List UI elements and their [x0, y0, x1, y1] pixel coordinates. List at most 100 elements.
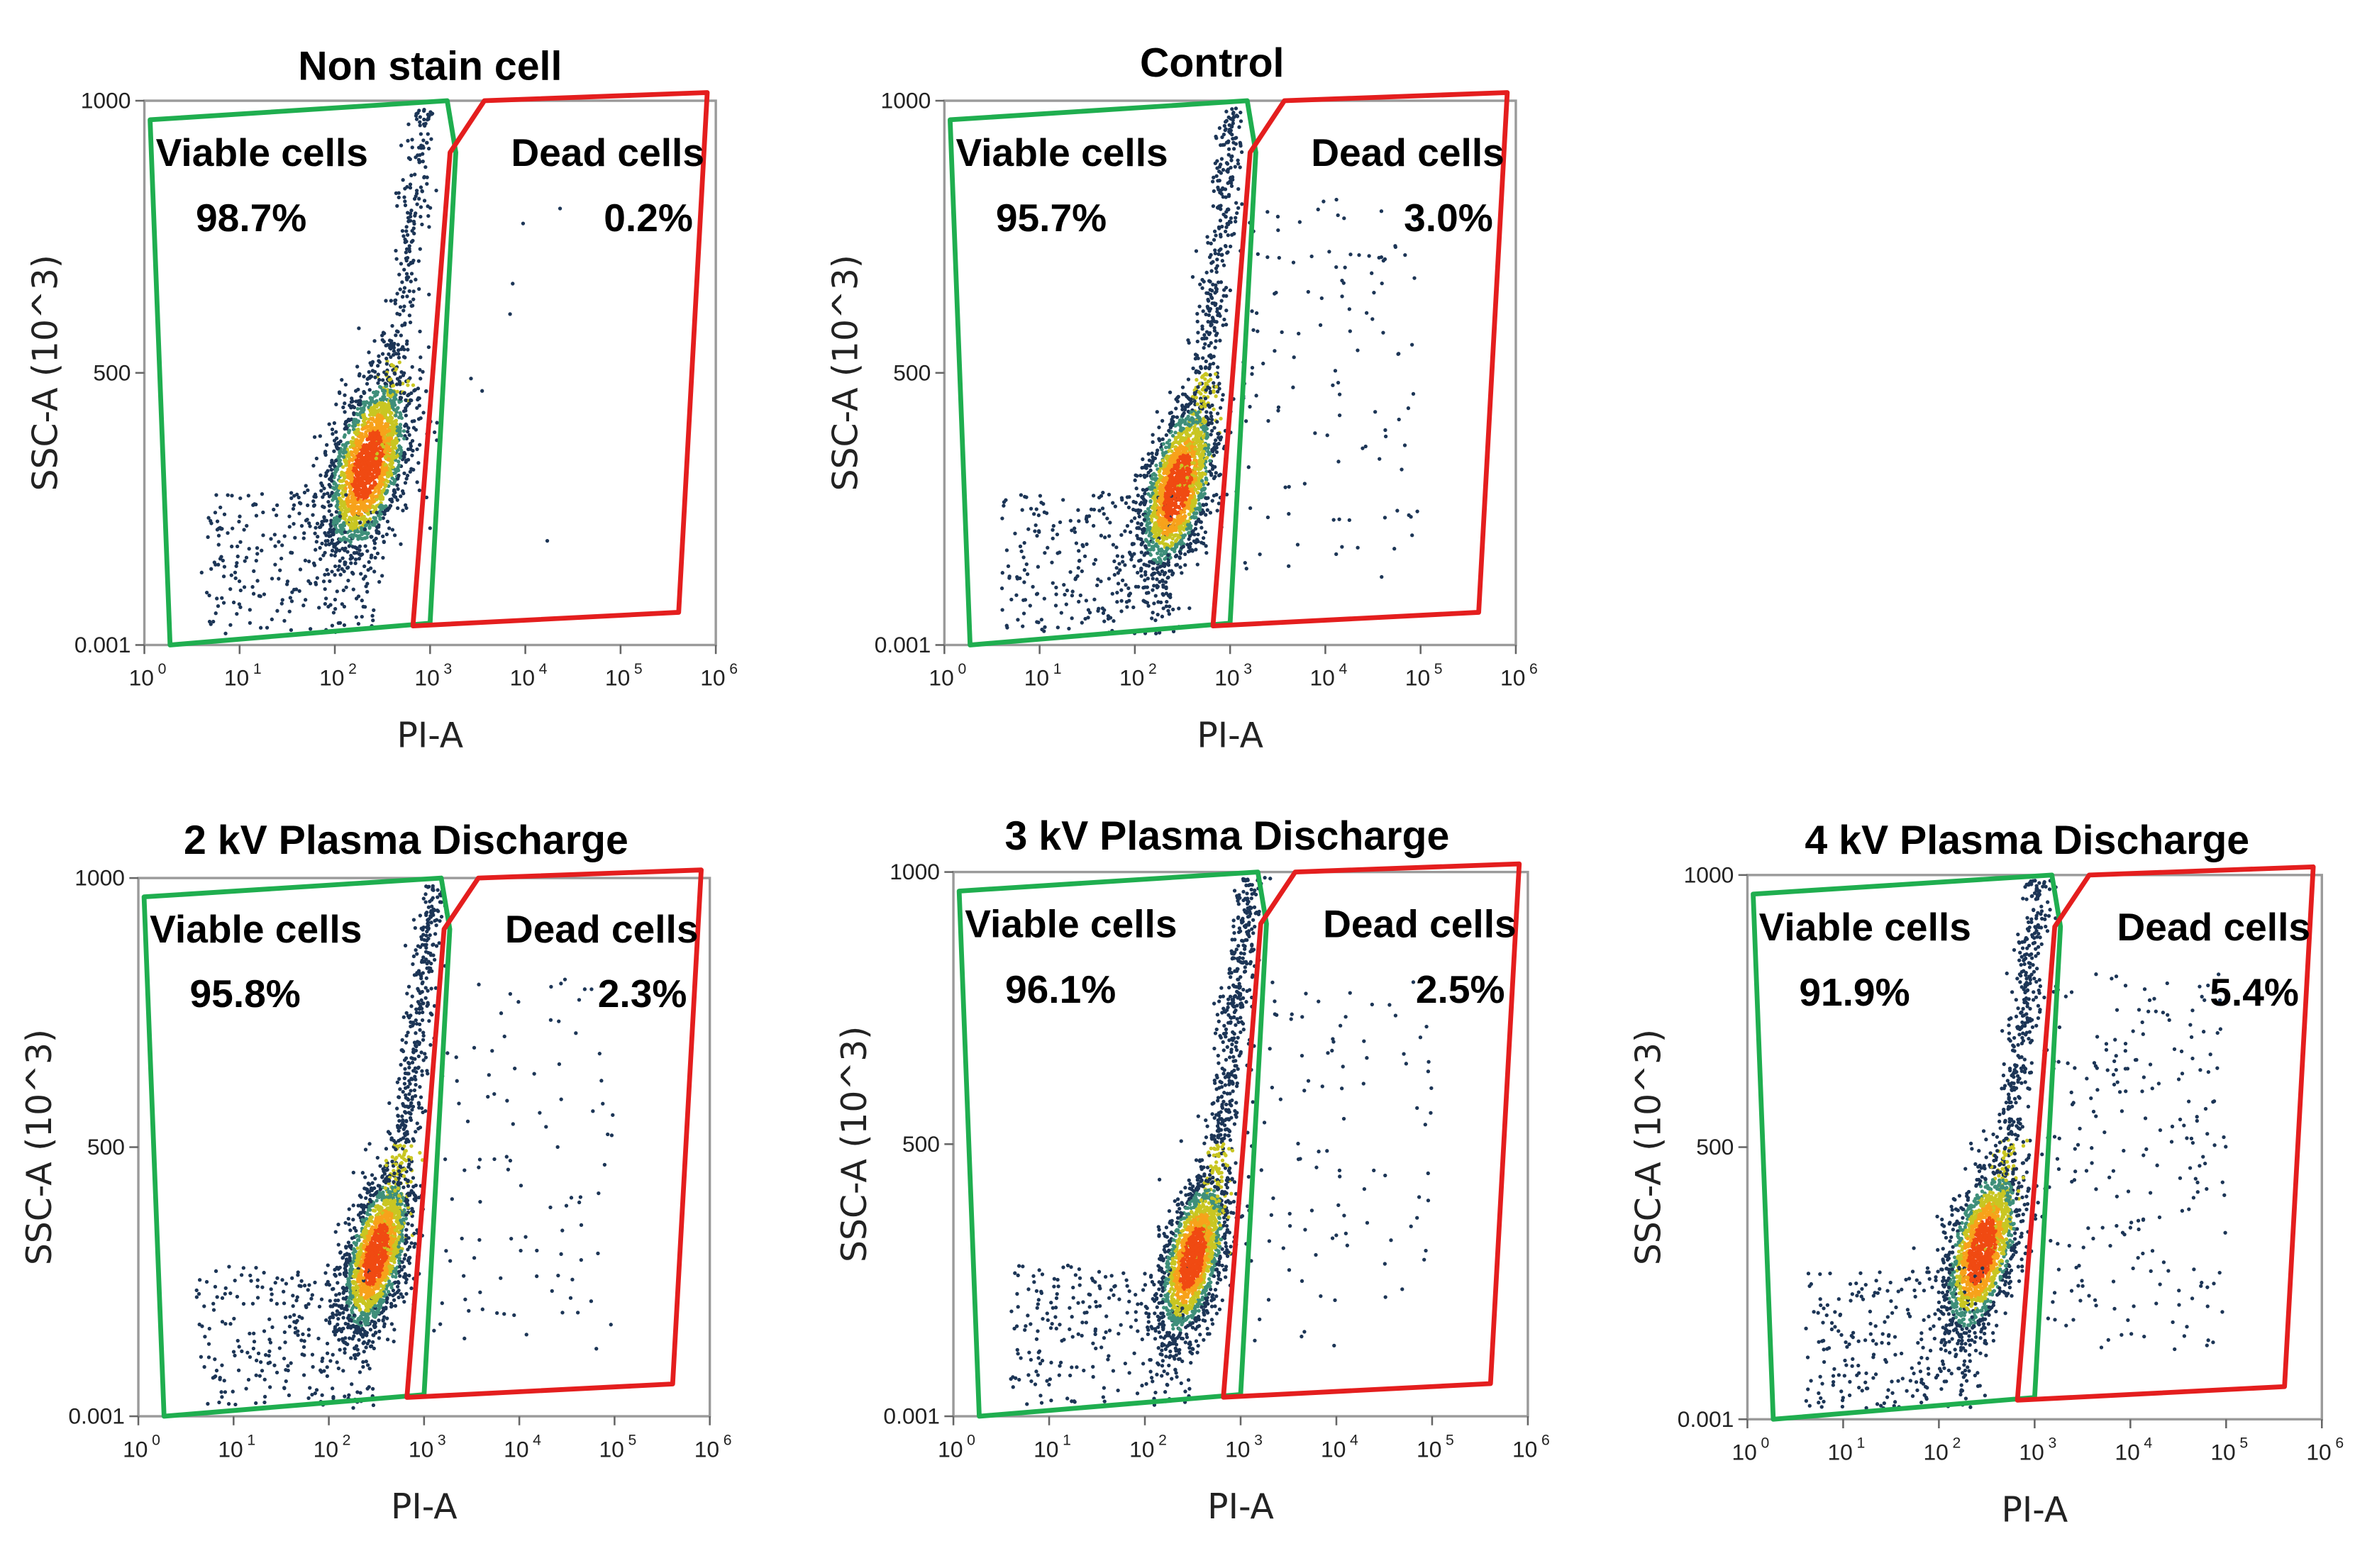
- data-point: [1039, 500, 1043, 505]
- data-point: [1177, 606, 1181, 611]
- data-point: [1185, 403, 1189, 407]
- data-point: [1183, 563, 1187, 567]
- data-point: [326, 530, 331, 535]
- x-tick-label: 10: [1309, 665, 1334, 691]
- data-point: [399, 433, 404, 438]
- data-point: [1187, 340, 1191, 345]
- data-point: [346, 496, 350, 501]
- data-point: [1148, 486, 1153, 491]
- data-point: [199, 570, 204, 574]
- data-point: [1197, 501, 1202, 506]
- data-point: [1153, 473, 1158, 477]
- data-point: [1077, 599, 1081, 604]
- data-point: [1180, 404, 1185, 408]
- data-point: [330, 427, 335, 432]
- data-point: [1166, 553, 1170, 557]
- data-point: [1190, 488, 1195, 492]
- data-point: [1243, 561, 1247, 565]
- data-point: [1202, 336, 1207, 341]
- data-point: [347, 544, 351, 548]
- data-point: [372, 538, 377, 543]
- data-point: [1327, 250, 1331, 254]
- data-point: [255, 546, 260, 550]
- data-point: [368, 396, 373, 400]
- data-point: [394, 352, 399, 356]
- data-point: [1211, 362, 1216, 366]
- data-point: [382, 540, 386, 545]
- data-point: [334, 541, 339, 546]
- data-point: [328, 477, 333, 482]
- data-point: [333, 606, 338, 611]
- data-point: [355, 447, 360, 452]
- data-point: [330, 623, 335, 628]
- data-point: [1099, 533, 1104, 538]
- data-point: [1197, 471, 1201, 475]
- data-point: [1182, 528, 1186, 532]
- data-point: [1280, 330, 1284, 335]
- data-point: [359, 553, 363, 557]
- data-point: [248, 621, 253, 625]
- data-point: [361, 406, 366, 411]
- data-point: [334, 402, 338, 406]
- data-point: [418, 329, 422, 334]
- data-point: [1348, 252, 1353, 257]
- data-point: [204, 590, 209, 595]
- data-point: [403, 503, 408, 507]
- data-point: [480, 389, 484, 393]
- data-point: [1209, 433, 1213, 437]
- data-point: [345, 453, 350, 457]
- data-point: [409, 208, 414, 213]
- data-point: [1221, 288, 1226, 292]
- data-point: [1162, 519, 1166, 524]
- data-point: [273, 562, 277, 567]
- data-point: [392, 371, 397, 375]
- data-point: [1154, 463, 1158, 467]
- data-point: [304, 598, 308, 602]
- data-point: [399, 452, 403, 456]
- data-point: [1137, 514, 1141, 519]
- data-point: [1218, 218, 1223, 223]
- data-point: [1224, 323, 1229, 327]
- data-point: [316, 535, 320, 539]
- data-point: [397, 444, 401, 448]
- data-point: [372, 400, 377, 404]
- data-point: [246, 494, 250, 498]
- data-point: [1196, 532, 1200, 537]
- data-point: [356, 511, 360, 516]
- data-point: [375, 551, 380, 556]
- data-point: [1411, 391, 1416, 396]
- data-point: [367, 350, 371, 355]
- data-point: [331, 531, 336, 535]
- data-point: [1146, 470, 1151, 475]
- data-point: [1364, 311, 1369, 315]
- data-point: [1161, 593, 1165, 597]
- data-point: [370, 494, 375, 498]
- data-point: [299, 523, 304, 528]
- data-point: [346, 578, 350, 583]
- data-point: [511, 282, 515, 286]
- data-point: [1171, 477, 1175, 481]
- data-point: [365, 535, 369, 540]
- data-point: [1196, 414, 1200, 418]
- data-point: [368, 402, 372, 406]
- data-point: [399, 396, 404, 400]
- data-point: [390, 323, 394, 328]
- data-point: [327, 504, 332, 508]
- data-point: [341, 455, 346, 460]
- data-point: [269, 537, 273, 541]
- data-point: [209, 521, 214, 526]
- data-point: [367, 505, 372, 510]
- data-point: [1215, 257, 1219, 262]
- data-point: [1036, 620, 1041, 625]
- x-axis-label: PI-A: [397, 716, 463, 756]
- data-point: [379, 504, 383, 508]
- data-point: [362, 496, 366, 500]
- data-point: [1231, 111, 1236, 115]
- data-point: [285, 579, 290, 584]
- data-point: [372, 437, 377, 442]
- data-point: [323, 572, 327, 577]
- data-point: [356, 537, 360, 541]
- data-point: [384, 362, 389, 366]
- data-point: [389, 432, 393, 437]
- data-point: [1121, 560, 1125, 564]
